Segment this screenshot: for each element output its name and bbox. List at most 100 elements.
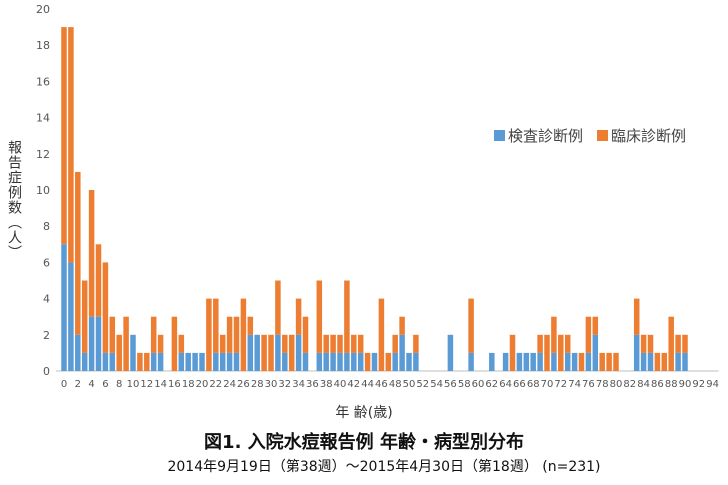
- bar-clinical-age-1: [68, 27, 74, 263]
- x-tick-label: 20: [196, 379, 209, 390]
- bar-lab-age-35: [302, 352, 309, 371]
- bar-clinical-age-11: [137, 352, 143, 371]
- x-tick-label: 56: [444, 379, 457, 390]
- bar-lab-age-41: [344, 352, 350, 371]
- bar-clinical-age-14: [157, 334, 164, 353]
- x-tick-label: 52: [416, 379, 429, 390]
- x-tick-label: 54: [430, 379, 443, 390]
- bar-clinical-age-89: [675, 334, 681, 353]
- legend-swatch-clinical: [597, 130, 609, 141]
- x-tick-label: 34: [292, 379, 305, 390]
- x-tick-label: 26: [237, 379, 250, 390]
- x-tick-label: 92: [692, 379, 705, 390]
- bar-clinical-age-87: [661, 352, 668, 371]
- x-tick-label: 38: [320, 379, 333, 390]
- bar-lab-age-5: [95, 316, 102, 371]
- bar-clinical-age-80: [613, 352, 619, 371]
- bar-lab-age-42: [351, 352, 357, 371]
- chart-title: 図1. 入院水痘報告例 年齢・病型別分布: [204, 432, 524, 453]
- bar-clinical-age-25: [233, 316, 240, 353]
- bar-clinical-age-86: [654, 352, 661, 371]
- x-tick-label: 62: [485, 379, 498, 390]
- y-tick-label: 0: [43, 365, 50, 378]
- bar-clinical-age-2: [75, 171, 81, 335]
- bar-clinical-age-72: [558, 334, 564, 371]
- x-tick-label: 78: [596, 379, 609, 390]
- bar-lab-age-90: [682, 352, 688, 371]
- bar-clinical-age-73: [564, 334, 571, 353]
- bar-clinical-age-6: [102, 262, 109, 353]
- bar-lab-age-48: [392, 352, 398, 371]
- bar-clinical-age-30: [268, 334, 274, 371]
- bar-clinical-age-49: [399, 316, 405, 335]
- x-tick-label: 94: [706, 379, 719, 390]
- x-tick-label: 12: [140, 379, 153, 390]
- bar-clinical-age-51: [413, 334, 419, 353]
- bar-lab-age-2: [75, 334, 81, 371]
- bar-clinical-age-22: [213, 298, 219, 353]
- bar-lab-age-25: [233, 352, 240, 371]
- x-tick-label: 32: [278, 379, 291, 390]
- bar-lab-age-17: [178, 352, 185, 371]
- bar-clinical-age-9: [123, 316, 129, 371]
- x-tick-label: 82: [623, 379, 636, 390]
- bar-clinical-age-24: [226, 316, 233, 353]
- bar-clinical-age-29: [261, 334, 267, 371]
- bar-lab-age-83: [633, 334, 640, 371]
- bar-clinical-age-13: [150, 316, 157, 353]
- bar-lab-age-39: [330, 352, 336, 371]
- bar-lab-age-3: [81, 352, 88, 371]
- bar-lab-age-27: [247, 334, 254, 371]
- bar-clinical-age-4: [88, 190, 95, 317]
- legend-label-clinical: 臨床診断例: [611, 127, 687, 145]
- bar-lab-age-73: [564, 352, 571, 371]
- bar-clinical-age-35: [302, 316, 309, 353]
- legend-swatch-lab: [494, 130, 505, 141]
- x-tick-label: 58: [458, 379, 471, 390]
- x-tick-label: 36: [306, 379, 319, 390]
- x-tick-label: 2: [75, 379, 81, 390]
- bar-lab-age-89: [675, 352, 681, 371]
- x-tick-label: 28: [251, 379, 264, 390]
- bar-lab-age-45: [371, 352, 378, 371]
- bar-clinical-age-59: [468, 298, 474, 353]
- bar-clinical-age-0: [61, 27, 67, 245]
- bar-lab-age-1: [68, 262, 74, 371]
- bar-lab-age-84: [640, 352, 647, 371]
- bar-lab-age-56: [447, 334, 454, 371]
- x-tick-label: 14: [154, 379, 167, 390]
- bar-clinical-age-7: [109, 316, 116, 353]
- bar-lab-age-43: [357, 352, 364, 371]
- bar-lab-age-69: [537, 352, 543, 371]
- bar-lab-age-20: [199, 352, 205, 371]
- bar-clinical-age-26: [240, 298, 247, 371]
- bar-clinical-age-34: [295, 298, 302, 335]
- bar-clinical-age-83: [633, 298, 640, 335]
- bar-clinical-age-41: [344, 280, 350, 353]
- bar-lab-age-38: [323, 352, 329, 371]
- bar-lab-age-34: [295, 334, 302, 371]
- bar-clinical-age-79: [606, 352, 612, 371]
- x-axis-label: 年 齢(歳): [335, 405, 393, 421]
- bar-clinical-age-37: [316, 280, 323, 353]
- legend-label-lab: 検査診断例: [508, 127, 584, 145]
- bar-lab-age-24: [226, 352, 233, 371]
- bar-clinical-age-38: [323, 334, 329, 353]
- bar-clinical-age-12: [144, 352, 150, 371]
- bar-clinical-age-84: [640, 334, 647, 353]
- x-tick-label: 46: [375, 379, 388, 390]
- x-tick-label: 74: [568, 379, 581, 390]
- bar-clinical-age-40: [337, 334, 343, 353]
- bar-lab-age-71: [551, 352, 557, 371]
- bar-clinical-age-78: [599, 352, 605, 371]
- x-tick-label: 40: [334, 379, 347, 390]
- x-tick-label: 60: [472, 379, 485, 390]
- bar-clinical-age-32: [282, 334, 288, 353]
- bar-clinical-age-90: [682, 334, 688, 353]
- bar-clinical-age-76: [585, 316, 592, 353]
- x-tick-label: 90: [679, 379, 692, 390]
- bar-lab-age-76: [585, 352, 592, 371]
- bar-lab-age-14: [157, 352, 164, 371]
- x-tick-label: 6: [102, 379, 108, 390]
